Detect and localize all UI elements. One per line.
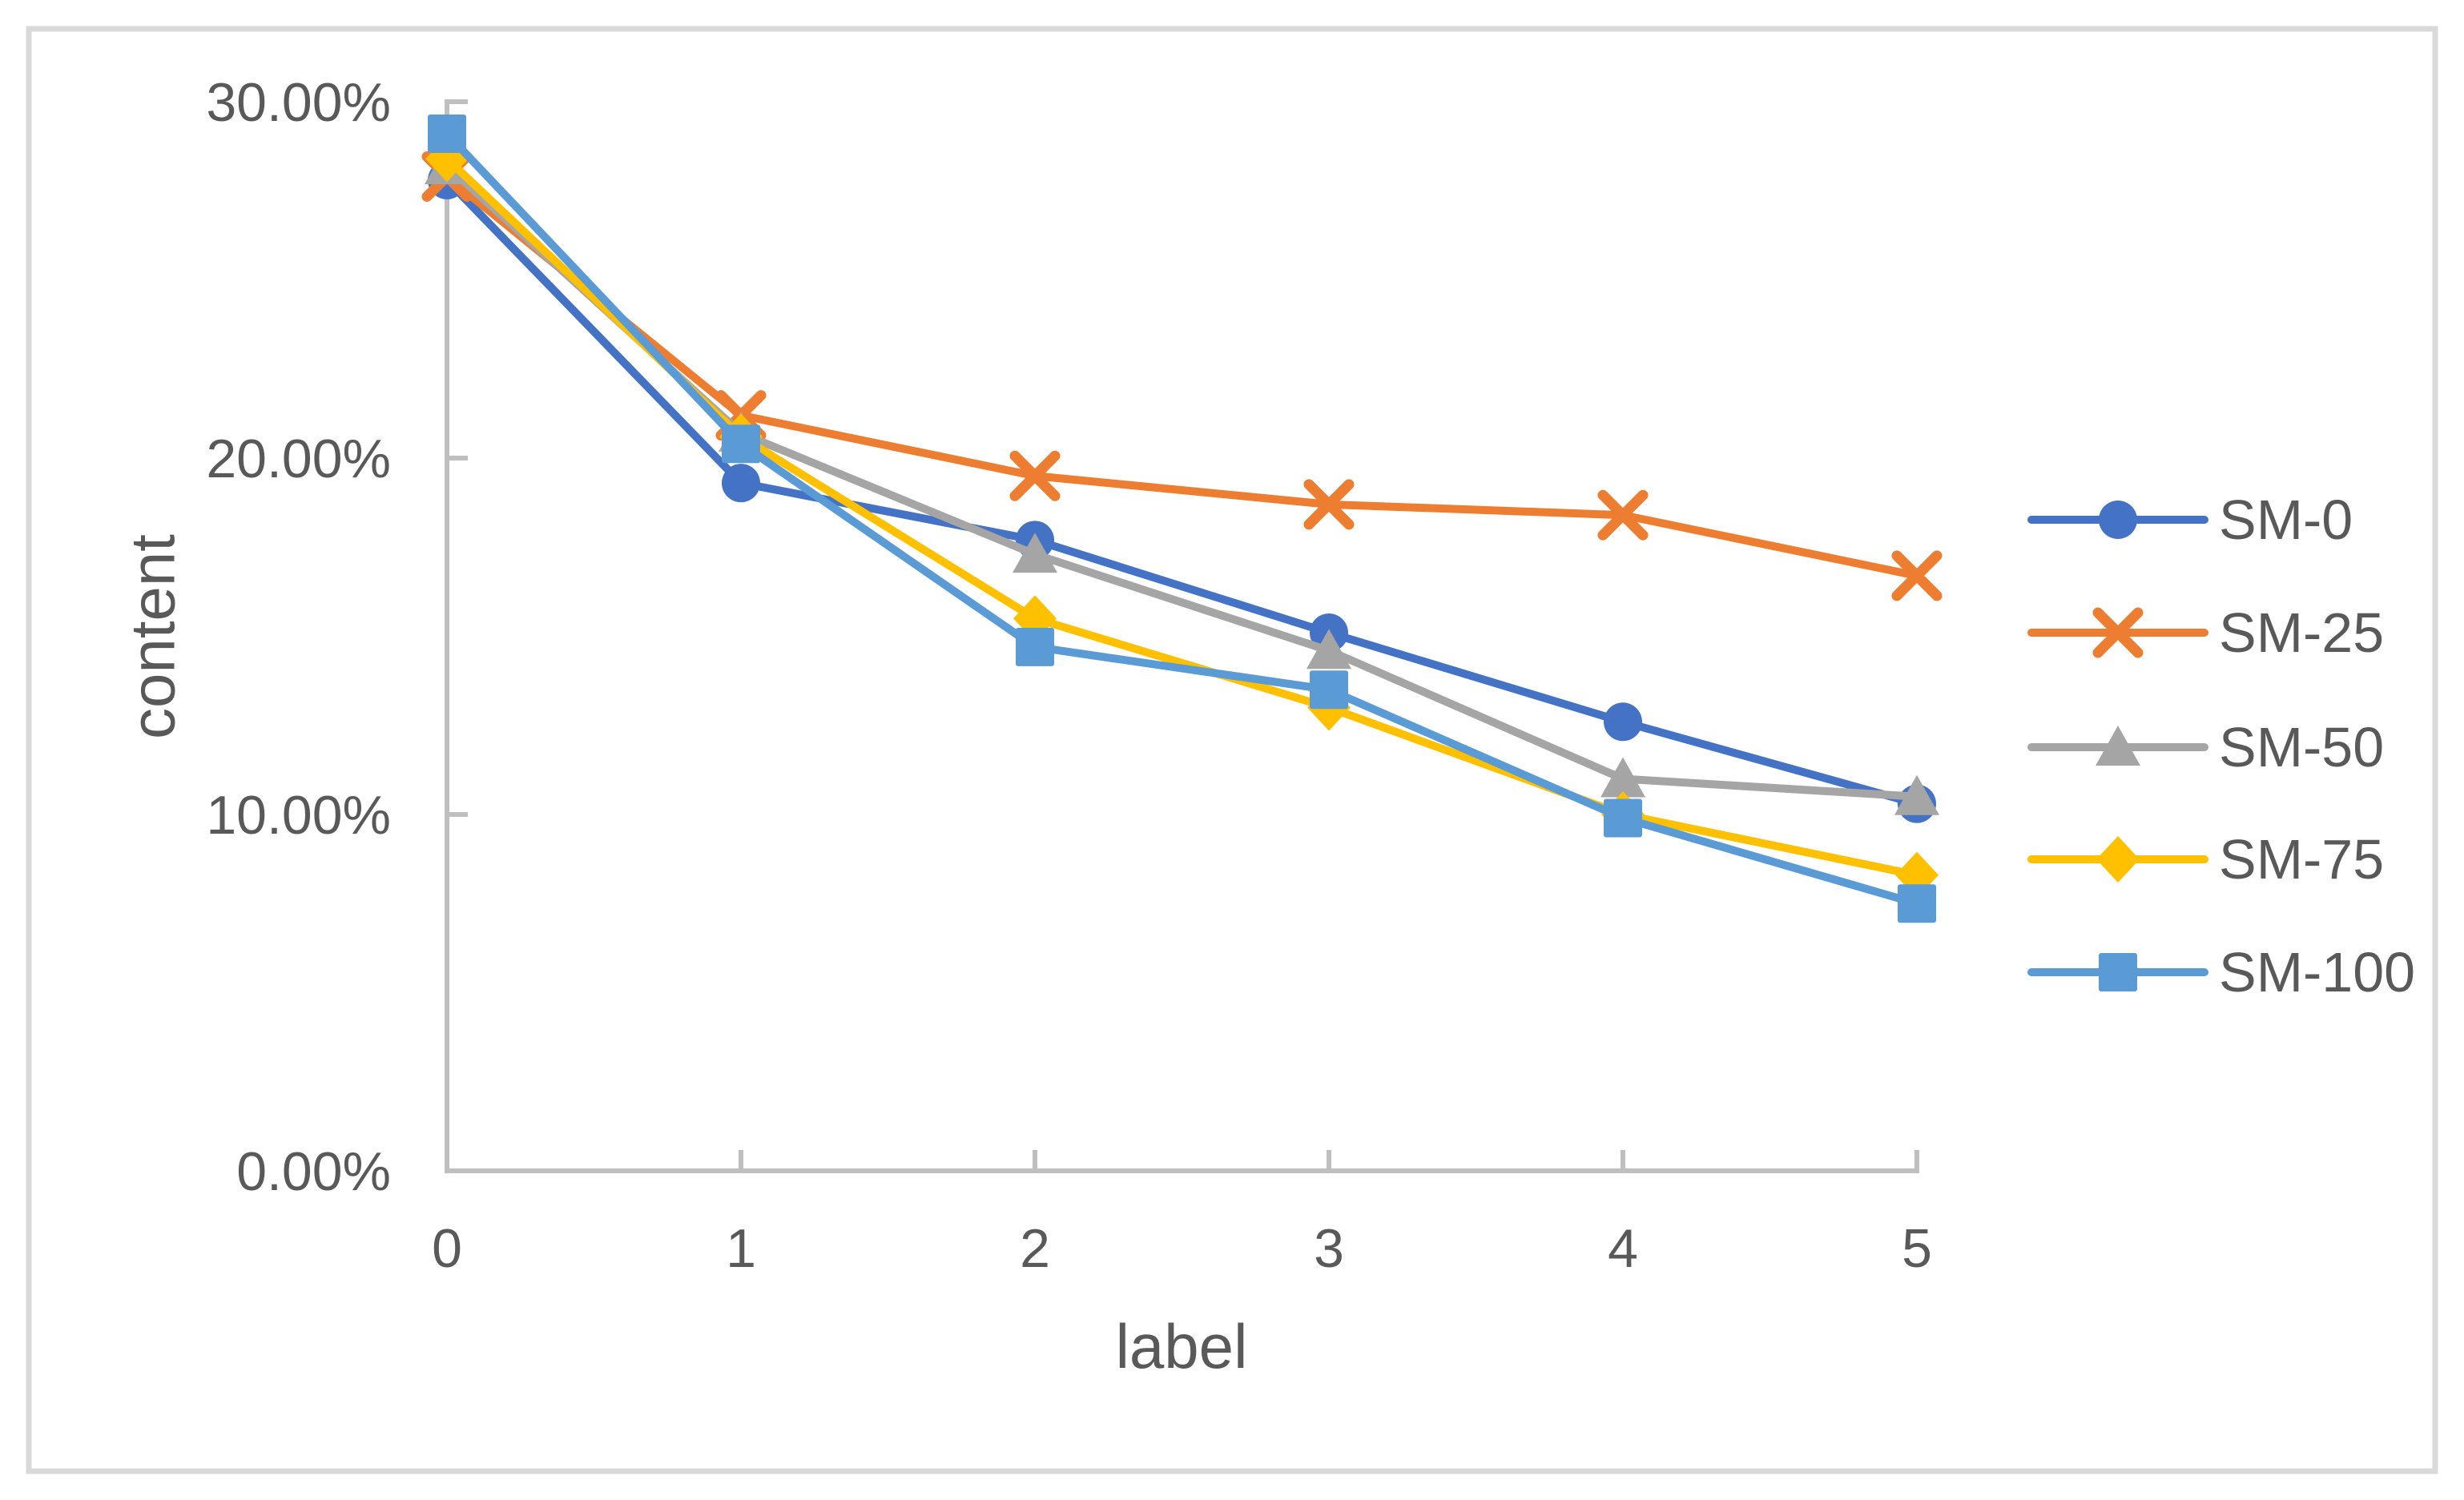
legend-SM-0-marker-icon: [2099, 501, 2137, 539]
legend-SM-75-label: SM-75: [2219, 828, 2384, 891]
chart-frame-border: [26, 26, 2438, 1474]
series-SM-100-marker: [428, 115, 466, 154]
series-SM-100-marker: [1604, 798, 1642, 838]
series-SM-25-line: [443, 172, 1921, 580]
series-SM-25-marker: [1597, 489, 1649, 541]
legend-SM-0-label: SM-0: [2219, 489, 2353, 551]
legend-SM-25-label: SM-25: [2219, 601, 2384, 664]
x-axis-tick-label: 2: [1020, 1218, 1050, 1279]
legend-SM-100-label: SM-100: [2219, 941, 2415, 1003]
x-axis-title: label: [1116, 1311, 1248, 1381]
series-SM-0-line: [443, 175, 1921, 808]
series-SM-50-marker: [1894, 774, 1939, 815]
series-SM-100-marker: [1898, 884, 1936, 923]
legend-SM-75-marker-icon: [2096, 836, 2140, 883]
series-SM-100-marker: [722, 424, 760, 464]
x-axis-tick-label: 1: [726, 1218, 756, 1279]
y-axis-tick-label: 20.00%: [206, 428, 391, 489]
legend-SM-50-label: SM-50: [2219, 716, 2384, 778]
series-SM-100-line: [443, 130, 1921, 908]
y-axis-tick-label: 0.00%: [236, 1141, 391, 1202]
series-SM-100-marker: [1310, 670, 1348, 710]
y-axis-tick-label: 10.00%: [206, 785, 391, 846]
series-SM-0-marker: [1604, 702, 1642, 742]
series-SM-100-marker: [1016, 627, 1054, 666]
series-SM-0-marker: [722, 464, 760, 503]
series-SM-25-marker: [1891, 550, 1943, 601]
legend-SM-100-marker-icon: [2099, 953, 2137, 991]
y-axis-tick-label: 30.00%: [206, 72, 391, 133]
series-SM-25-marker: [1303, 479, 1355, 530]
series-SM-50-marker: [1306, 629, 1351, 670]
series-SM-50-marker: [1013, 533, 1057, 573]
legend-SM-50-marker-icon: [2096, 726, 2140, 766]
series-SM-50-line: [443, 162, 1921, 801]
y-axis-title: content: [117, 534, 187, 739]
x-axis-tick-label: 4: [1608, 1218, 1638, 1279]
legend-SM-25-marker-icon: [2092, 607, 2144, 658]
x-axis-tick-label: 3: [1314, 1218, 1344, 1279]
x-axis-tick-label: 5: [1902, 1218, 1932, 1279]
series-SM-75-line: [443, 155, 1921, 879]
series-SM-25-marker: [1009, 450, 1061, 501]
series-SM-50-marker: [1600, 757, 1645, 798]
x-axis-tick-label: 0: [432, 1218, 462, 1279]
